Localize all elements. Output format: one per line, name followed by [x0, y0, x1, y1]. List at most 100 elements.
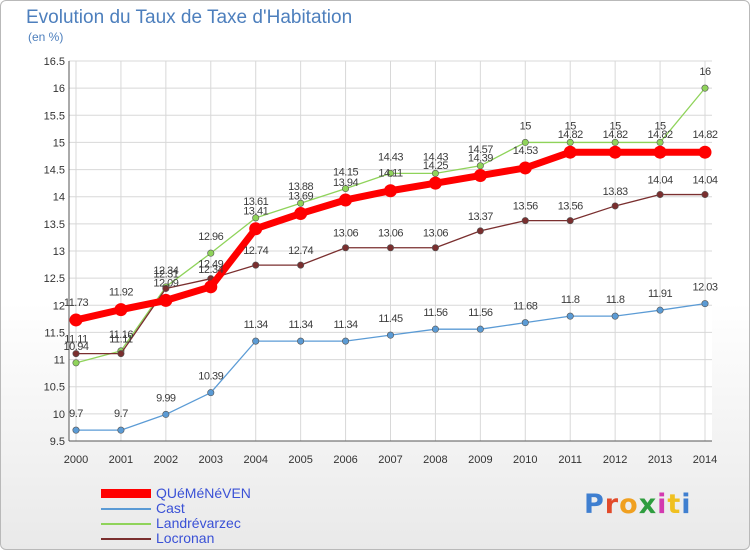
data-label: 11.45	[378, 313, 403, 325]
data-label: 11.11	[109, 334, 133, 346]
y-tick-label: 10	[53, 409, 65, 421]
y-tick-label: 15	[53, 137, 65, 149]
data-point	[473, 169, 487, 183]
data-label: 14.15	[333, 167, 358, 179]
data-label: 12.49	[198, 259, 223, 271]
data-label: 11.34	[244, 319, 269, 331]
data-label: 11.8	[606, 294, 625, 306]
data-point	[701, 84, 709, 92]
legend-label: Landrévarzec	[156, 515, 241, 531]
data-point	[252, 214, 260, 222]
data-point	[339, 193, 353, 207]
data-point	[297, 199, 305, 207]
data-point	[207, 389, 215, 397]
data-point	[386, 331, 394, 339]
data-point	[563, 145, 577, 159]
logo-letter: r	[604, 489, 620, 520]
data-point	[521, 319, 529, 327]
data-label: 11.34	[289, 319, 314, 331]
data-label: 15	[565, 120, 577, 132]
data-point	[342, 244, 350, 252]
data-point	[162, 410, 170, 418]
data-point	[566, 138, 574, 146]
logo-letter: P	[584, 489, 605, 520]
y-tick-label: 10.5	[44, 382, 65, 394]
data-label: 14.39	[468, 153, 493, 165]
chart-subtitle: (en %)	[28, 30, 64, 44]
y-tick-label: 11	[54, 355, 65, 367]
data-point	[428, 176, 442, 190]
data-point	[611, 312, 619, 320]
data-label: 11.34	[333, 319, 358, 331]
data-label: 11.92	[109, 287, 134, 299]
data-point	[159, 293, 173, 307]
data-point	[72, 359, 80, 367]
data-point	[698, 145, 712, 159]
y-tick-label: 13.5	[44, 219, 65, 231]
data-label: 14.04	[648, 175, 673, 187]
x-tick-label: 2010	[513, 454, 537, 466]
data-point	[72, 350, 80, 358]
data-point	[252, 261, 260, 269]
data-point	[114, 303, 128, 317]
data-point	[431, 244, 439, 252]
data-label: 10.94	[63, 341, 88, 353]
x-tick-label: 2007	[378, 454, 402, 466]
legend-label: Cast	[156, 500, 185, 516]
data-label: 13.88	[288, 181, 313, 193]
data-point	[701, 191, 709, 199]
data-point	[342, 185, 350, 193]
data-point	[297, 337, 305, 345]
data-label: 14.25	[423, 160, 448, 172]
data-label: 12.03	[692, 282, 717, 294]
data-label: 12.34	[198, 264, 223, 276]
data-point	[386, 244, 394, 252]
data-point	[252, 337, 260, 345]
data-point	[476, 162, 484, 170]
data-label: 11.73	[64, 297, 89, 309]
data-point	[653, 145, 667, 159]
data-point	[207, 249, 215, 257]
data-point	[656, 138, 664, 146]
y-tick-label: 11.5	[44, 327, 65, 339]
legend-swatch	[101, 489, 151, 498]
data-point	[611, 202, 619, 210]
data-label: 14.82	[648, 129, 673, 141]
data-point	[294, 207, 308, 221]
data-point	[566, 217, 574, 225]
data-label: 13.94	[333, 177, 358, 189]
y-tick-label: 14	[53, 192, 65, 204]
x-tick-label: 2009	[468, 454, 492, 466]
logo-letter: x	[638, 489, 658, 520]
data-label: 13.56	[513, 201, 538, 213]
data-label: 15	[520, 120, 532, 132]
data-point	[342, 337, 350, 345]
data-point	[566, 312, 574, 320]
x-tick-label: 2003	[199, 454, 223, 466]
data-label: 13.06	[333, 228, 358, 240]
data-label: 13.37	[468, 211, 493, 223]
data-label: 11.56	[468, 307, 493, 319]
data-point	[117, 426, 125, 434]
legend-label: Locronan	[156, 530, 215, 546]
data-label: 14.82	[692, 129, 717, 141]
data-point	[476, 325, 484, 333]
logo-letter: o	[619, 489, 639, 520]
legend-swatch	[101, 522, 151, 525]
data-point	[476, 227, 484, 235]
legend: QUéMéNéVEN Cast Landrévarzec Locronan	[101, 486, 251, 546]
data-label: 11.11	[64, 334, 88, 346]
y-tick-label: 13	[53, 246, 65, 258]
y-tick-label: 16.5	[44, 56, 65, 68]
data-label: 12.74	[243, 245, 268, 257]
data-label: 15	[654, 120, 666, 132]
data-point	[297, 261, 305, 269]
data-label: 14.82	[603, 129, 628, 141]
x-tick-label: 2002	[154, 454, 178, 466]
data-point	[117, 350, 125, 358]
legend-item: QUéMéNéVEN	[101, 486, 251, 501]
data-point	[384, 184, 397, 198]
data-label: 14.82	[558, 129, 583, 141]
